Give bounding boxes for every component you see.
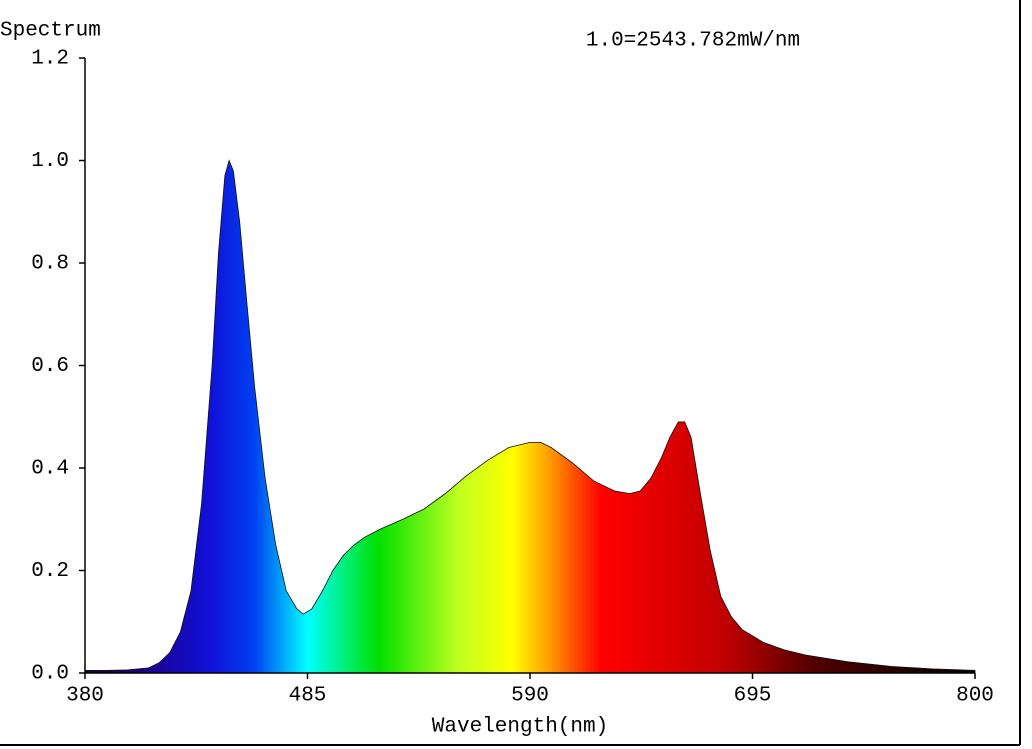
y-tick-label: 1.0 xyxy=(31,150,69,173)
chart-title: Spectrum xyxy=(0,20,101,43)
x-axis-label: Wavelength(nm) xyxy=(432,716,608,739)
y-tick-label: 1.2 xyxy=(31,48,69,71)
y-tick-label: 0.6 xyxy=(31,355,69,378)
y-tick-label: 0.8 xyxy=(31,253,69,276)
x-tick-label: 590 xyxy=(511,685,549,708)
x-tick-label: 695 xyxy=(734,685,772,708)
y-tick-label: 0.2 xyxy=(31,560,69,583)
x-tick-label: 380 xyxy=(66,685,104,708)
y-tick-label: 0.4 xyxy=(31,458,69,481)
spectrum-area xyxy=(84,159,976,674)
annotation: 1.0=2543.782mW/nm xyxy=(586,30,800,53)
y-tick-label: 0.0 xyxy=(31,663,69,686)
x-tick-label: 800 xyxy=(956,685,994,708)
x-tick-label: 485 xyxy=(289,685,327,708)
